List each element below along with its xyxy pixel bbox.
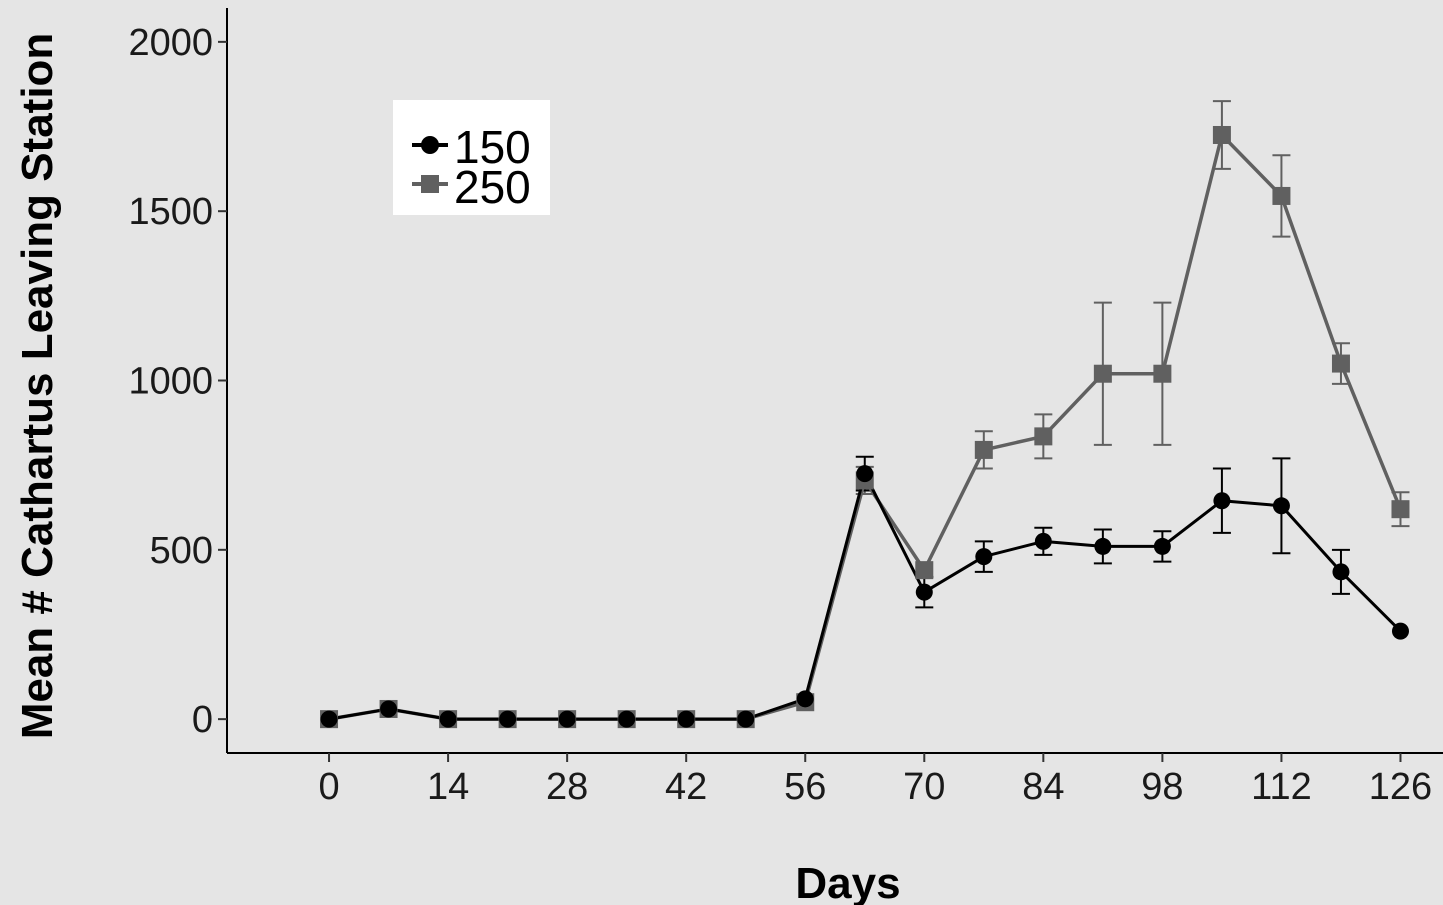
series-line-150 <box>328 472 1402 721</box>
data-point-150 <box>796 690 814 708</box>
data-point-150 <box>618 710 636 728</box>
ticks: 0 14 28 42 56 70 84 98 112 126 0 500 1000 1500 2000 <box>128 22 1432 808</box>
data-point-150 <box>439 710 457 728</box>
legend-label-250: 250 <box>454 161 531 213</box>
data-point-150 <box>380 700 398 718</box>
data-point-150 <box>1332 563 1350 581</box>
data-point-150 <box>558 710 576 728</box>
data-point-250 <box>1153 364 1172 383</box>
x-tick-label: 126 <box>1369 766 1432 808</box>
data-point-250 <box>974 440 993 459</box>
data-point-150 <box>320 710 338 728</box>
x-tick-label: 28 <box>546 766 588 808</box>
series-lines <box>328 133 1403 721</box>
series-markers <box>320 125 1410 729</box>
data-point-250 <box>1391 500 1410 519</box>
data-point-150 <box>1391 622 1409 640</box>
data-point-150 <box>737 710 755 728</box>
data-point-150 <box>677 710 695 728</box>
y-tick-label: 0 <box>192 699 213 741</box>
x-tick-label: 42 <box>665 766 707 808</box>
y-tick-label: 1000 <box>128 361 213 403</box>
x-tick-label: 84 <box>1022 766 1064 808</box>
x-tick-label: 56 <box>784 766 826 808</box>
legend-box <box>393 100 550 215</box>
x-tick-label: 112 <box>1251 766 1312 808</box>
data-point-250 <box>1093 364 1112 383</box>
data-point-250 <box>915 561 934 580</box>
data-point-250 <box>1331 354 1350 373</box>
legend-key-marker-250 <box>421 175 439 193</box>
x-tick-label: 14 <box>427 766 469 808</box>
data-point-250 <box>1212 125 1231 144</box>
data-point-150 <box>915 583 933 601</box>
data-point-250 <box>1272 186 1291 205</box>
y-tick-label: 500 <box>150 530 213 572</box>
data-point-150 <box>1034 532 1052 550</box>
y-axis-title: Mean # Cathartus Leaving Station <box>13 33 62 740</box>
data-point-150 <box>1153 537 1171 555</box>
data-point-150 <box>975 548 993 566</box>
x-tick-label: 70 <box>903 766 945 808</box>
x-tick-label: 0 <box>318 766 339 808</box>
y-tick-label: 2000 <box>128 22 213 64</box>
legend-key-marker-150 <box>421 136 439 154</box>
series-line-250 <box>328 133 1403 721</box>
error-bars <box>855 100 1410 609</box>
legend-keys <box>412 136 448 193</box>
y-tick-label: 1500 <box>128 191 213 233</box>
x-tick-label: 98 <box>1141 766 1183 808</box>
data-point-150 <box>1094 537 1112 555</box>
x-axis-title: Days <box>795 859 900 905</box>
legend: 150 250 <box>393 100 550 215</box>
data-point-150 <box>499 710 517 728</box>
legend-label-150: 150 <box>454 121 531 173</box>
data-point-150 <box>856 465 874 483</box>
data-point-250 <box>1034 427 1053 446</box>
data-point-150 <box>1272 497 1290 515</box>
data-point-150 <box>1213 492 1231 510</box>
